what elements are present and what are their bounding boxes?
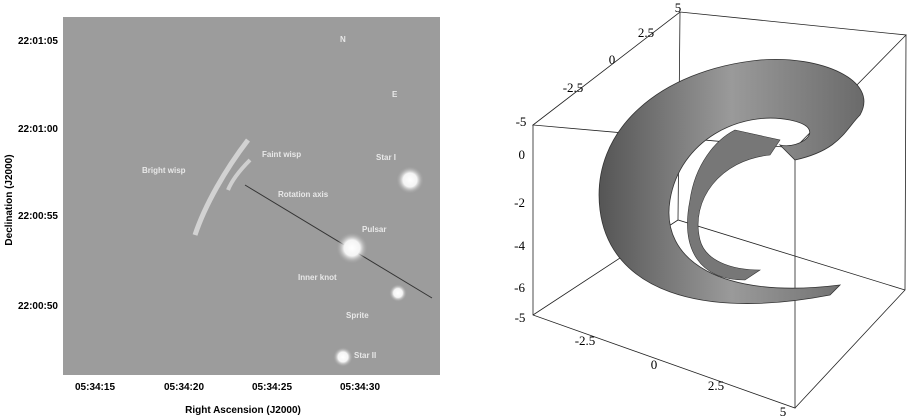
- x-tick-label: 05:34:30: [340, 382, 380, 393]
- x-tick-label: 05:34:25: [252, 382, 292, 393]
- axis-label: -4: [514, 238, 525, 253]
- axis-label: -2: [514, 195, 525, 210]
- axis-label: -6: [514, 280, 525, 295]
- axis-label: -5: [515, 310, 526, 325]
- annotation: Star II: [354, 351, 376, 360]
- y-tick-label: 22:01:05: [18, 36, 58, 47]
- y-tick-label: 22:01:00: [18, 124, 58, 135]
- sprite: [389, 284, 407, 302]
- annotation: Inner knot: [298, 273, 337, 282]
- x-tick-label: 05:34:20: [164, 382, 204, 393]
- sky-image: [63, 17, 440, 375]
- axis-label: -2.5: [563, 80, 584, 95]
- annotation: Sprite: [346, 311, 369, 320]
- y-axis-label: Declination (J2000): [4, 154, 15, 245]
- pulsar: [336, 232, 368, 264]
- axis-label: 2.5: [638, 25, 654, 40]
- image-background: [63, 17, 440, 375]
- axis-label: -5: [516, 114, 527, 129]
- star: [396, 166, 424, 194]
- annotation: Pulsar: [362, 225, 386, 234]
- annotation: Bright wisp: [142, 166, 186, 175]
- axis-label: -2.5: [575, 333, 596, 348]
- annotation: N: [340, 35, 346, 44]
- figure: N E Bright wisp Faint wisp Rotation axis…: [0, 0, 911, 419]
- y-tick-label: 22:00:55: [18, 211, 58, 222]
- axis-label: 0: [519, 147, 526, 162]
- axis-label: 2.5: [708, 378, 724, 393]
- axis-label: 5: [675, 0, 682, 15]
- annotation: Rotation axis: [278, 190, 329, 199]
- y-tick-label: 22:00:50: [18, 301, 58, 312]
- annotation: Star I: [376, 153, 396, 162]
- c-inner: [687, 130, 780, 280]
- axis-label: 0: [651, 357, 658, 372]
- axis-label: 5: [780, 404, 787, 419]
- x-tick-label: 05:34:15: [75, 382, 115, 393]
- surface: [599, 59, 864, 303]
- annotation: E: [392, 90, 398, 99]
- axis-label: 0: [609, 52, 616, 67]
- annotation: Faint wisp: [262, 150, 301, 159]
- star: [333, 347, 353, 367]
- x-axis-label: Right Ascension (J2000): [185, 405, 301, 416]
